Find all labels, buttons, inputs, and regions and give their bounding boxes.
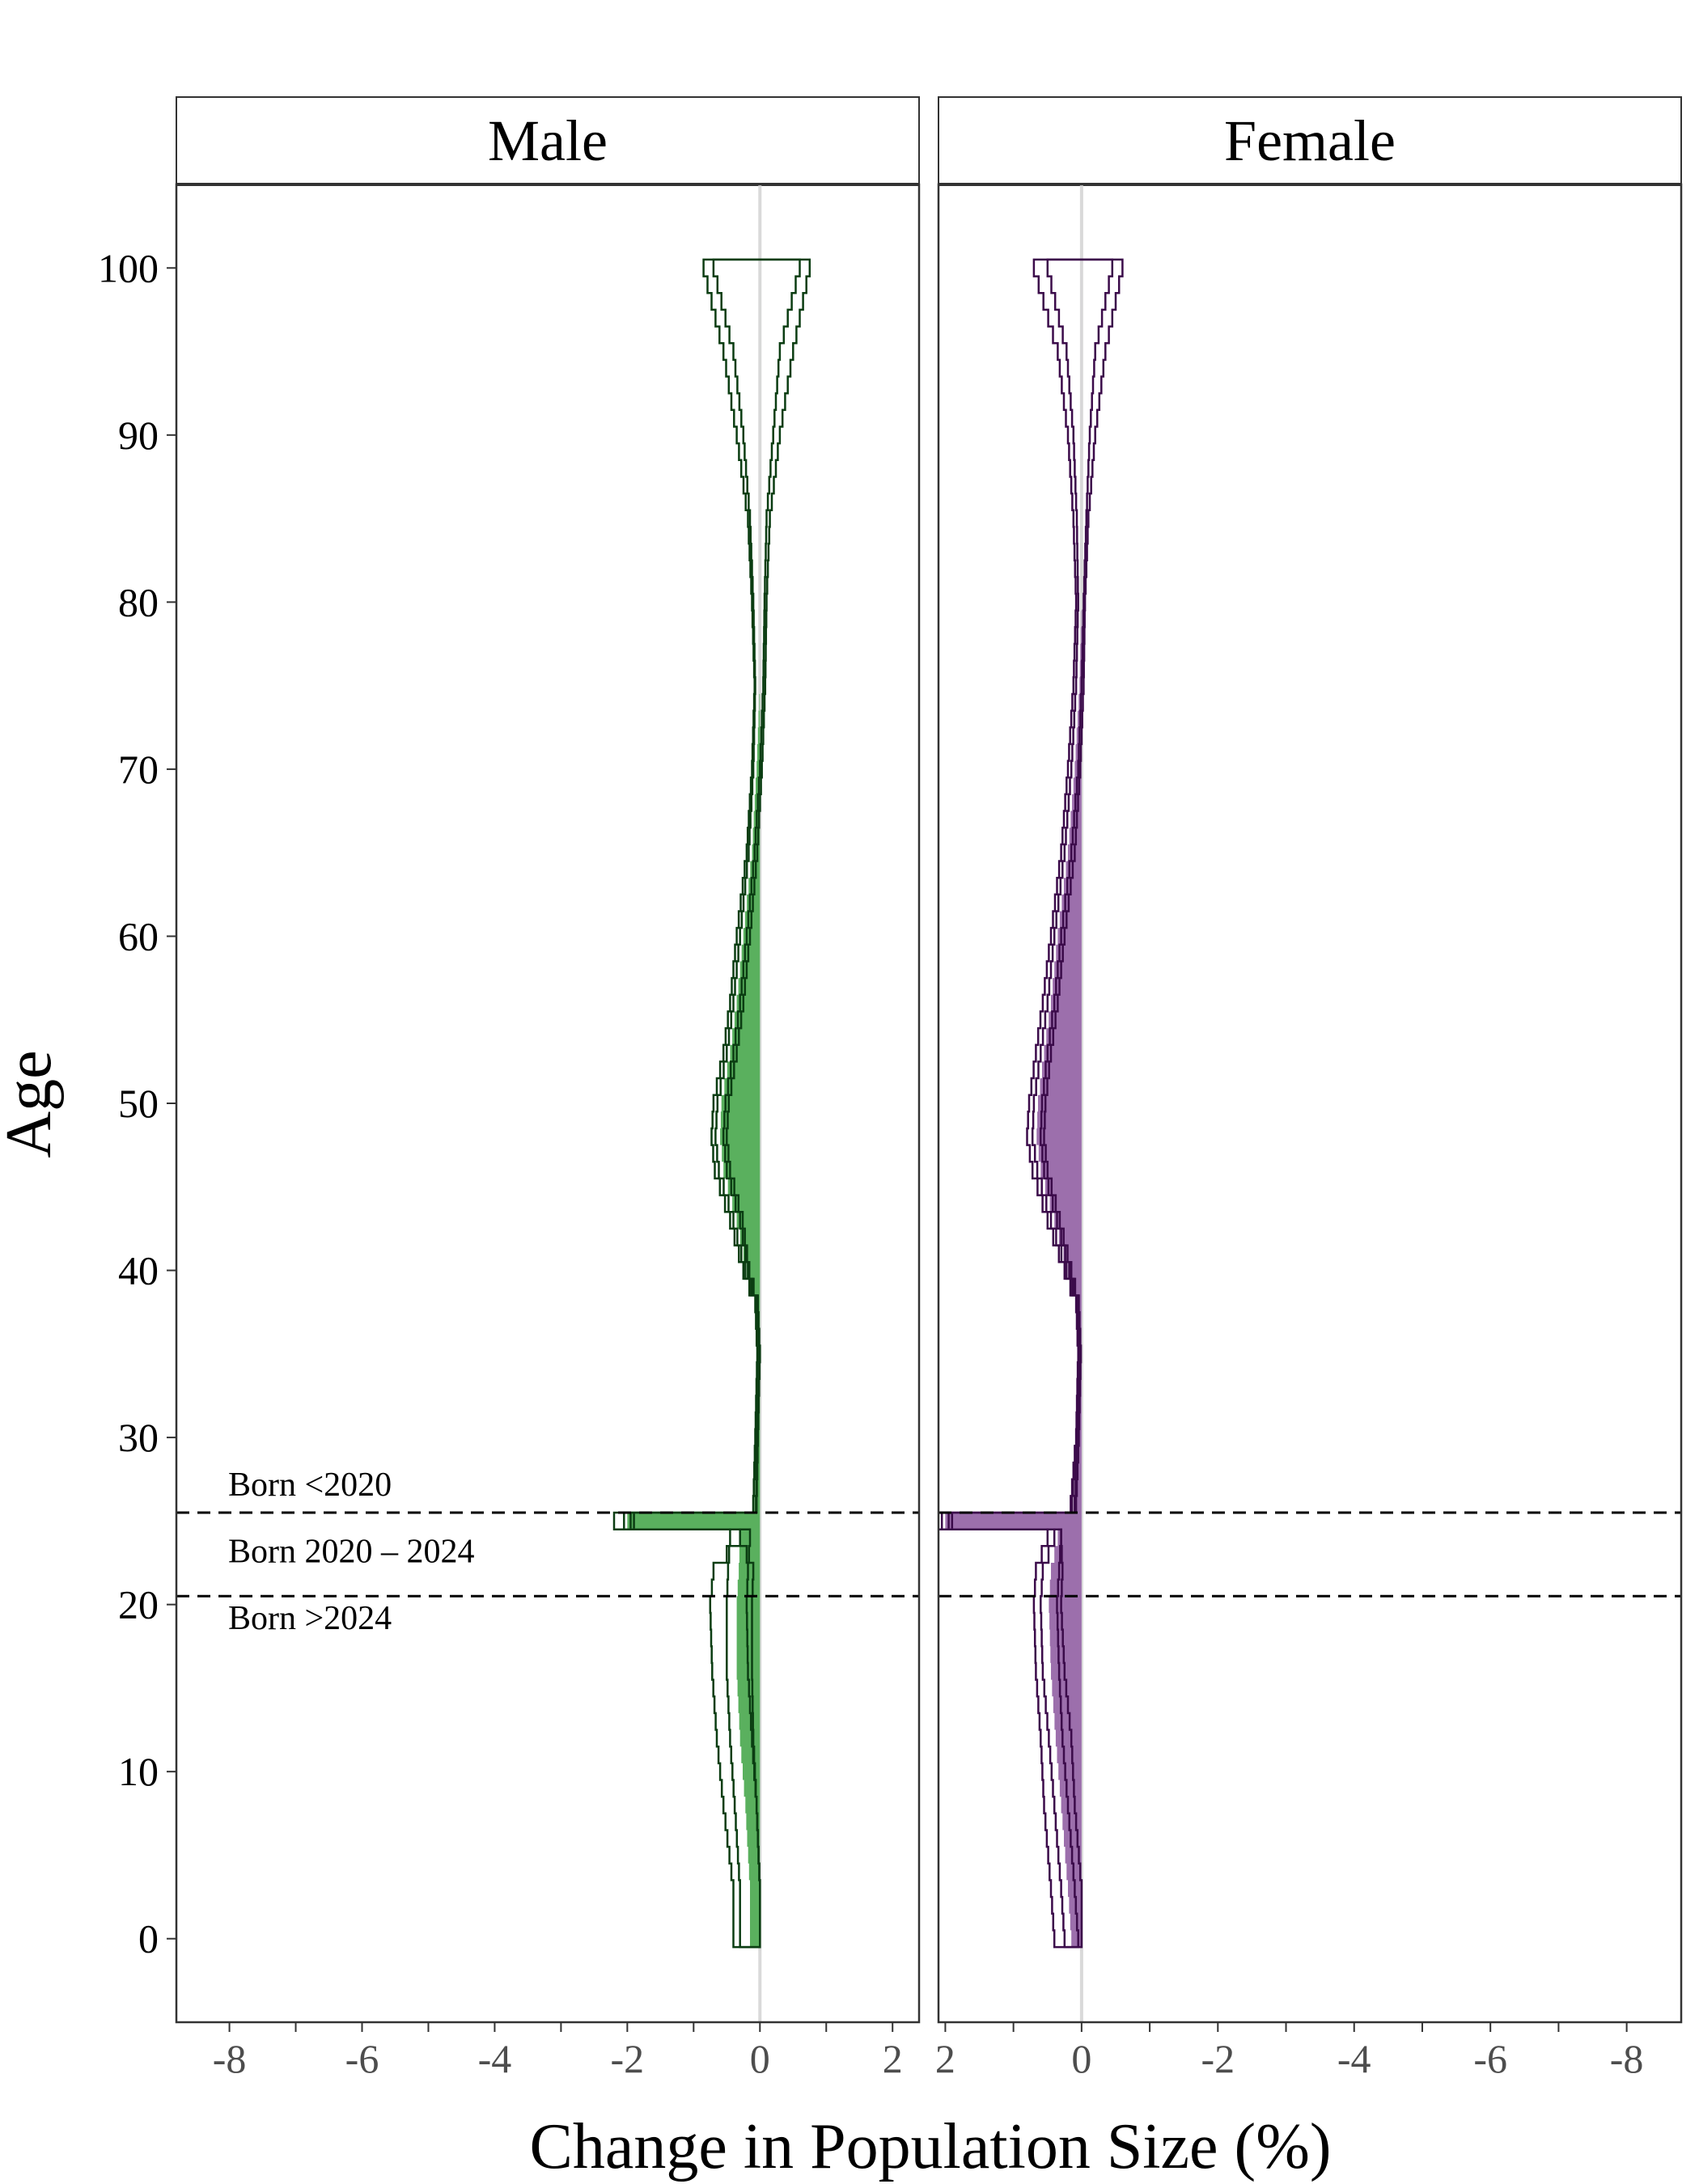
x-tick-label: -8 xyxy=(213,2036,247,2081)
outer-interval-band xyxy=(938,258,1124,1949)
y-tick-label: 60 xyxy=(118,913,159,959)
strip-label-male: Male xyxy=(488,108,608,173)
panel-female: Female 2 0 -2 -4 -6 -8 xyxy=(935,96,1683,2081)
plot-area xyxy=(938,184,1681,2022)
central-estimate-area xyxy=(945,259,1082,1948)
cohort-annotation: Born <2020 xyxy=(228,1467,392,1504)
y-tick-label: 30 xyxy=(118,1415,159,1460)
x-tick-label: 0 xyxy=(1071,2036,1091,2081)
inner-interval-band xyxy=(940,258,1114,1949)
strip-box xyxy=(176,96,920,185)
x-tick-label: -6 xyxy=(345,2036,379,2081)
inner-interval-band xyxy=(623,258,801,1949)
y-tick-label: 100 xyxy=(98,245,159,290)
y-tick-label: 0 xyxy=(138,1916,159,1962)
y-axis-title: Age xyxy=(0,1050,65,1158)
plot-area xyxy=(176,184,919,2022)
y-tick-label: 80 xyxy=(118,579,159,624)
y-tick-label: 50 xyxy=(118,1081,159,1126)
strip-box xyxy=(938,96,1682,185)
x-tick-label: 2 xyxy=(883,2036,903,2081)
cohort-annotation: Born >2024 xyxy=(228,1600,392,1637)
x-tick-label: 0 xyxy=(750,2036,770,2081)
x-tick-label: -4 xyxy=(1337,2036,1371,2081)
cohort-annotation: Born 2020 – 2024 xyxy=(228,1534,475,1571)
x-axis-title: Change in Population Size (%) xyxy=(530,2111,1332,2182)
strip-label-female: Female xyxy=(1224,108,1396,173)
x-tick-label: -8 xyxy=(1610,2036,1644,2081)
outer-interval-band xyxy=(612,258,811,1949)
panel-border xyxy=(175,183,921,2024)
panel-male: Male -8 -6 -4 -2 0 2 xyxy=(175,96,921,2081)
x-tick-label: -4 xyxy=(478,2036,512,2081)
x-tick-label: -2 xyxy=(611,2036,645,2081)
x-tick-label: 2 xyxy=(935,2036,955,2081)
y-tick-label: 10 xyxy=(118,1749,159,1794)
y-tick-label: 40 xyxy=(118,1248,159,1293)
panel-border xyxy=(937,183,1683,2024)
x-tick-label: -6 xyxy=(1473,2036,1507,2081)
y-tick-label: 20 xyxy=(118,1582,159,1627)
y-tick-label: 90 xyxy=(118,413,159,458)
central-estimate-area xyxy=(627,259,761,1948)
y-tick-label: 70 xyxy=(118,747,159,792)
x-tick-label: -2 xyxy=(1201,2036,1235,2081)
